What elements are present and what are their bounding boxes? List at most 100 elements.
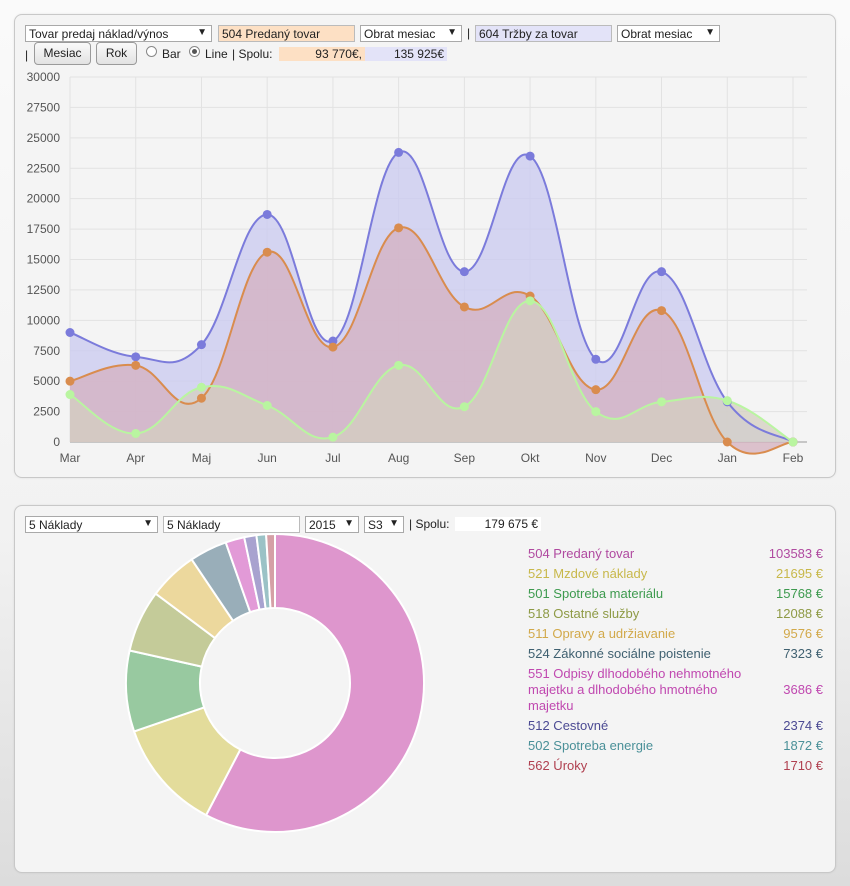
line-radio-label: Line [205, 47, 228, 61]
series-1-point[interactable] [262, 247, 272, 257]
class-select-value: 5 Náklady [29, 518, 83, 532]
period1-select[interactable]: Obrat mesiac ▼ [360, 25, 462, 42]
y-tick-label: 0 [53, 435, 60, 449]
bar-radio[interactable] [146, 46, 157, 57]
year-button[interactable]: Rok [96, 42, 137, 65]
donut-slice[interactable] [265, 532, 276, 610]
total2-value: 135 925€ [365, 47, 447, 61]
level-value: S3 [368, 518, 383, 532]
legend-value: 1710 € [783, 758, 823, 773]
pie-legend: 504 Predaný tovar 103583 € 521 Mzdové nákl… [528, 546, 828, 846]
legend-value: 103583 € [768, 546, 823, 561]
series-0-point[interactable] [657, 267, 667, 277]
legend-item: 562 Úroky 1710 € [528, 758, 823, 774]
chevron-down-icon: ▼ [197, 27, 207, 38]
account1-input[interactable]: 504 Predaný tovar [218, 25, 355, 42]
year-select[interactable]: 2015 ▼ [305, 516, 359, 533]
legend-label: 521 Mzdové náklady [528, 566, 648, 581]
series-0-point[interactable] [591, 354, 601, 364]
series-1-point[interactable] [394, 223, 404, 233]
legend-item: 551 Odpisy dlhodobého nehmotného majetku… [528, 666, 823, 714]
total1-value: 93 770€, [279, 47, 365, 61]
y-tick-label: 2500 [33, 405, 60, 419]
series-2-point[interactable] [657, 397, 667, 407]
series-2-point[interactable] [722, 396, 732, 406]
account2-input[interactable]: 604 Tržby za tovar [475, 25, 612, 42]
series-1-point[interactable] [131, 360, 141, 370]
series-0-point[interactable] [196, 340, 206, 350]
series-0-point[interactable] [65, 328, 75, 337]
level-select[interactable]: S3 ▼ [364, 516, 404, 533]
series-1-point[interactable] [65, 376, 75, 386]
y-tick-label: 27500 [27, 100, 61, 114]
lead-pipe: | [25, 48, 29, 62]
series-2-point[interactable] [591, 407, 601, 417]
x-tick-label: Maj [192, 451, 211, 465]
legend-item: 511 Opravy a udržiavanie 9576 € [528, 626, 823, 642]
chevron-down-icon: ▼ [143, 518, 153, 529]
series-2-point[interactable] [788, 437, 798, 447]
series-2-point[interactable] [394, 360, 404, 370]
legend-value: 7323 € [783, 646, 823, 661]
y-tick-label: 30000 [27, 70, 61, 84]
legend-value: 9576 € [783, 626, 823, 641]
series-2-point[interactable] [459, 402, 469, 412]
x-tick-label: Nov [585, 451, 606, 465]
series-1-point[interactable] [591, 385, 601, 395]
class-input[interactable]: 5 Náklady [163, 516, 300, 533]
series-1-point[interactable] [657, 306, 667, 316]
series-2-point[interactable] [328, 432, 338, 442]
legend-label: 551 Odpisy dlhodobého nehmotného majetku… [528, 666, 742, 713]
legend-label: 502 Spotreba energie [528, 738, 654, 753]
donut-chart [125, 532, 425, 833]
series-1-point[interactable] [328, 342, 338, 352]
series-2-point[interactable] [196, 382, 206, 392]
period2-select[interactable]: Obrat mesiac ▼ [617, 25, 720, 42]
pie-chart-panel: 5 Náklady ▼ 5 Náklady 2015 ▼ S3 ▼ | Spol… [14, 505, 836, 873]
x-tick-label: Jul [325, 451, 340, 465]
series-0-point[interactable] [262, 209, 272, 219]
period1-value: Obrat mesiac [364, 27, 436, 41]
legend-value: 2374 € [783, 718, 823, 733]
series-2-area [70, 300, 793, 442]
x-tick-label: Sep [454, 451, 476, 465]
legend-label: 518 Ostatné služby [528, 606, 640, 621]
y-tick-label: 10000 [27, 313, 61, 327]
y-tick-label: 15000 [27, 253, 61, 267]
y-tick-label: 12500 [27, 283, 61, 297]
series-0-point[interactable] [131, 352, 141, 362]
line-radio[interactable] [189, 46, 200, 57]
legend-item: 524 Zákonné sociálne poistenie 7323 € [528, 646, 823, 662]
series-0-point[interactable] [394, 147, 404, 157]
legend-value: 15768 € [776, 586, 823, 601]
chevron-down-icon: ▼ [705, 27, 715, 38]
legend-label: 504 Predaný tovar [528, 546, 635, 561]
series-0-point[interactable] [525, 151, 535, 161]
class-select[interactable]: 5 Náklady ▼ [25, 516, 158, 533]
legend-label: 562 Úroky [528, 758, 588, 773]
series-2-point[interactable] [65, 390, 75, 400]
series-1-area [70, 227, 793, 454]
legend-value: 3686 € [783, 682, 823, 697]
month-button[interactable]: Mesiac [34, 42, 91, 65]
bottom-total-value: 179 675 € [455, 517, 541, 531]
legend-value: 1872 € [783, 738, 823, 753]
chevron-down-icon: ▼ [447, 27, 457, 38]
chart-type-select[interactable]: Tovar predaj náklad/výnos ▼ [25, 25, 212, 42]
series-0-point[interactable] [459, 267, 469, 277]
series-1-point[interactable] [196, 393, 206, 403]
series-2-point[interactable] [131, 428, 141, 438]
y-tick-label: 20000 [27, 192, 61, 206]
legend-item: 512 Cestovné 2374 € [528, 718, 823, 734]
chart-type-value: Tovar predaj náklad/výnos [29, 27, 169, 41]
x-tick-label: Feb [783, 451, 804, 465]
series-1-point[interactable] [722, 437, 732, 447]
donut-slice[interactable] [204, 532, 425, 833]
series-2-point[interactable] [525, 296, 535, 306]
series-1-point[interactable] [459, 302, 469, 312]
legend-label: 511 Opravy a udržiavanie [528, 626, 676, 641]
chevron-down-icon: ▼ [344, 518, 354, 529]
line-chart-panel: Tovar predaj náklad/výnos ▼ 504 Predaný … [14, 14, 836, 478]
series-2-point[interactable] [262, 401, 272, 410]
x-tick-label: Jun [258, 451, 277, 465]
